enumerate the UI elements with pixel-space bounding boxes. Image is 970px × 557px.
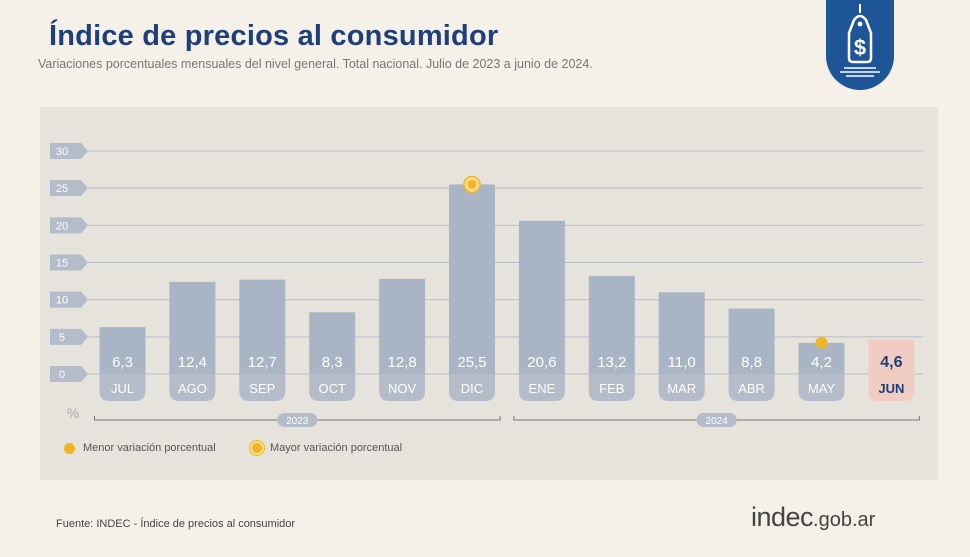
bar-value-label: 12,8: [387, 354, 416, 371]
category-label: JUN: [878, 381, 904, 396]
category-badge: [449, 374, 495, 401]
max-marker-icon: [252, 443, 262, 453]
y-tick-badge: [50, 328, 88, 345]
bar: [588, 275, 635, 374]
y-tick-badge: [50, 291, 88, 308]
bar: [518, 220, 565, 374]
bar-value-label: 20,6: [527, 354, 556, 371]
category-badge: [169, 374, 216, 401]
legend-min: Menor variación porcentual: [64, 442, 216, 454]
source-note: Fuente: INDEC - Índice de precios al con…: [56, 518, 296, 530]
bar: [379, 278, 426, 374]
category-label: OCT: [318, 381, 346, 396]
category-label: FEB: [599, 381, 624, 396]
bar-value-label: 8,3: [322, 354, 343, 371]
brand-logo: indec.gob.ar: [751, 502, 875, 533]
category-badge: [239, 374, 286, 401]
category-badge: [798, 374, 845, 401]
chart-panel: 0 5 10 15 20 25 30% 6,3 JUL 12,4 AGO 12,7 SEP 8,3 OCT 1…: [40, 107, 938, 480]
price-tag-icon: $: [840, 4, 880, 77]
y-tick-badge: [50, 180, 88, 197]
category-badge: [518, 374, 565, 401]
category-label: AGO: [178, 381, 207, 396]
category-label: DIC: [461, 381, 483, 396]
svg-text:$: $: [854, 35, 866, 60]
bar-value-label: 8,8: [741, 354, 762, 371]
category-badge: [379, 374, 426, 401]
bar: [169, 281, 216, 374]
legend-min-label: Menor variación porcentual: [83, 442, 216, 454]
year-badge: [696, 413, 737, 427]
category-label: MAY: [808, 381, 836, 396]
y-tick-badge: [50, 143, 88, 159]
bar-value-label: 4,2: [811, 354, 832, 371]
max-marker-core: [467, 179, 477, 189]
bar-chart: 0 5 10 15 20 25 30% 6,3 JUL 12,4 AGO 12,7 SEP 8,3 OCT 1…: [50, 143, 923, 427]
category-badge: [309, 374, 356, 401]
bar: [449, 184, 495, 374]
bar-value-label: 25,5: [457, 354, 486, 371]
bar-value-label: 6,3: [112, 354, 133, 371]
bar: [868, 339, 915, 374]
category-label: SEP: [249, 381, 275, 396]
bar-value-label: 12,4: [178, 354, 207, 371]
bar-value-label: 13,2: [597, 354, 626, 371]
y-tick-badge: [50, 366, 88, 382]
year-label: 2023: [286, 416, 309, 427]
category-label: JUL: [111, 381, 134, 396]
y-axis-unit: %: [67, 405, 79, 421]
y-tick-label: 30: [56, 146, 68, 158]
category-badge: [728, 374, 775, 401]
category-badge: [588, 374, 635, 401]
y-tick-badge: [50, 254, 88, 271]
category-badge: [99, 374, 146, 401]
brand-name: indec: [751, 502, 814, 532]
year-badge: [277, 413, 318, 427]
price-tag-badge: $: [826, 0, 894, 90]
page-title: Índice de precios al consumidor: [49, 20, 499, 52]
bar-value-label: 11,0: [668, 354, 696, 371]
category-badge: [868, 374, 915, 401]
y-tick-label: 25: [56, 183, 68, 195]
legend-max: Mayor variación porcentual: [252, 442, 402, 454]
page-subtitle: Variaciones porcentuales mensuales del n…: [38, 57, 593, 71]
bar: [99, 327, 146, 374]
bar-value-label: 12,7: [248, 354, 277, 371]
bar: [728, 308, 775, 374]
y-tick-label: 15: [56, 258, 68, 270]
y-tick-label: 10: [56, 295, 68, 307]
category-badge: [658, 374, 705, 401]
y-tick-label: 20: [56, 220, 68, 232]
category-label: ENE: [529, 381, 556, 396]
year-label: 2024: [706, 416, 729, 427]
category-label: NOV: [388, 381, 417, 396]
bar: [658, 292, 705, 374]
bar: [309, 312, 356, 374]
bar: [239, 279, 286, 374]
category-label: ABR: [738, 381, 765, 396]
y-tick-label: 5: [59, 332, 65, 344]
y-tick-label: 0: [59, 369, 65, 381]
brand-domain: .gob.ar: [813, 509, 876, 531]
bar-value-label: 4,6: [880, 354, 902, 371]
y-tick-badge: [50, 217, 88, 234]
min-marker: [815, 336, 828, 349]
min-marker-icon: [64, 442, 75, 454]
legend-max-label: Mayor variación porcentual: [270, 442, 403, 454]
category-label: MAR: [667, 381, 696, 396]
